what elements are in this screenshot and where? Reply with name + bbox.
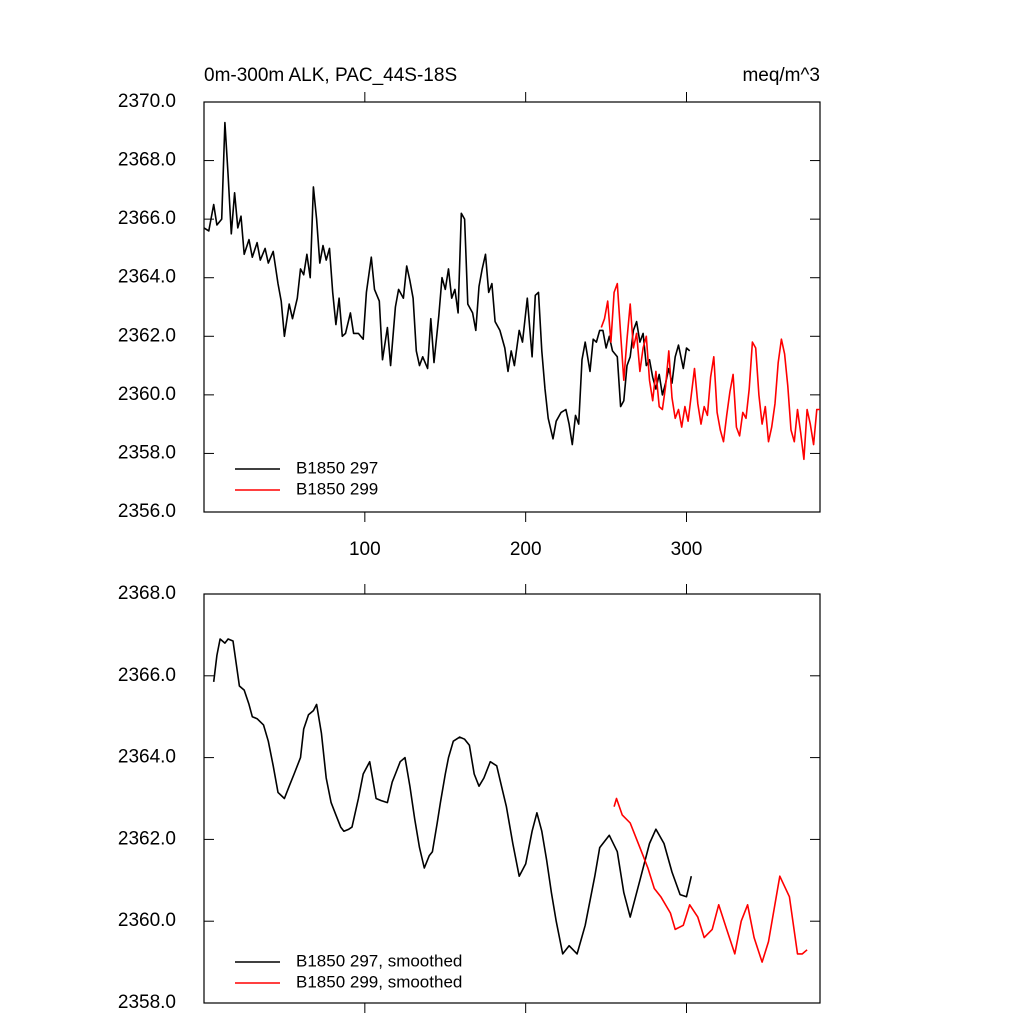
line <box>203 121 691 446</box>
y-tick-label: 2362.0 <box>118 828 176 849</box>
plot-frame <box>203 593 821 1004</box>
y-tick-label: 2368.0 <box>118 150 176 171</box>
y-tick-label: 2358.0 <box>118 992 176 1013</box>
legend-label: B1850 297 <box>296 458 378 477</box>
x-tick-label: 300 <box>671 539 703 560</box>
y-tick-label: 2364.0 <box>118 267 176 288</box>
y-tick-label: 2360.0 <box>118 910 176 931</box>
units-label: meq/m^3 <box>742 65 820 86</box>
plot-frame <box>203 101 821 513</box>
y-tick-label: 2366.0 <box>118 208 176 229</box>
line <box>212 638 693 955</box>
y-tick-label: 2358.0 <box>118 442 176 463</box>
y-tick-label: 2370.0 <box>118 91 176 112</box>
legend-label: B1850 299 <box>296 479 378 498</box>
y-tick-label: 2366.0 <box>118 665 176 686</box>
y-tick-label: 2364.0 <box>118 747 176 768</box>
x-tick-label: 100 <box>349 539 381 560</box>
x-tick-label: 200 <box>510 539 542 560</box>
y-tick-label: 2360.0 <box>118 384 176 405</box>
legend-label: B1850 299, smoothed <box>296 972 462 991</box>
y-tick-label: 2362.0 <box>118 325 176 346</box>
line <box>600 282 820 461</box>
y-tick-label: 2368.0 <box>118 583 176 604</box>
chart-title: 0m-300m ALK, PAC_44S-18S <box>204 65 457 86</box>
y-tick-label: 2356.0 <box>118 501 176 522</box>
line <box>613 797 808 963</box>
legend-label: B1850 297, smoothed <box>296 951 462 970</box>
